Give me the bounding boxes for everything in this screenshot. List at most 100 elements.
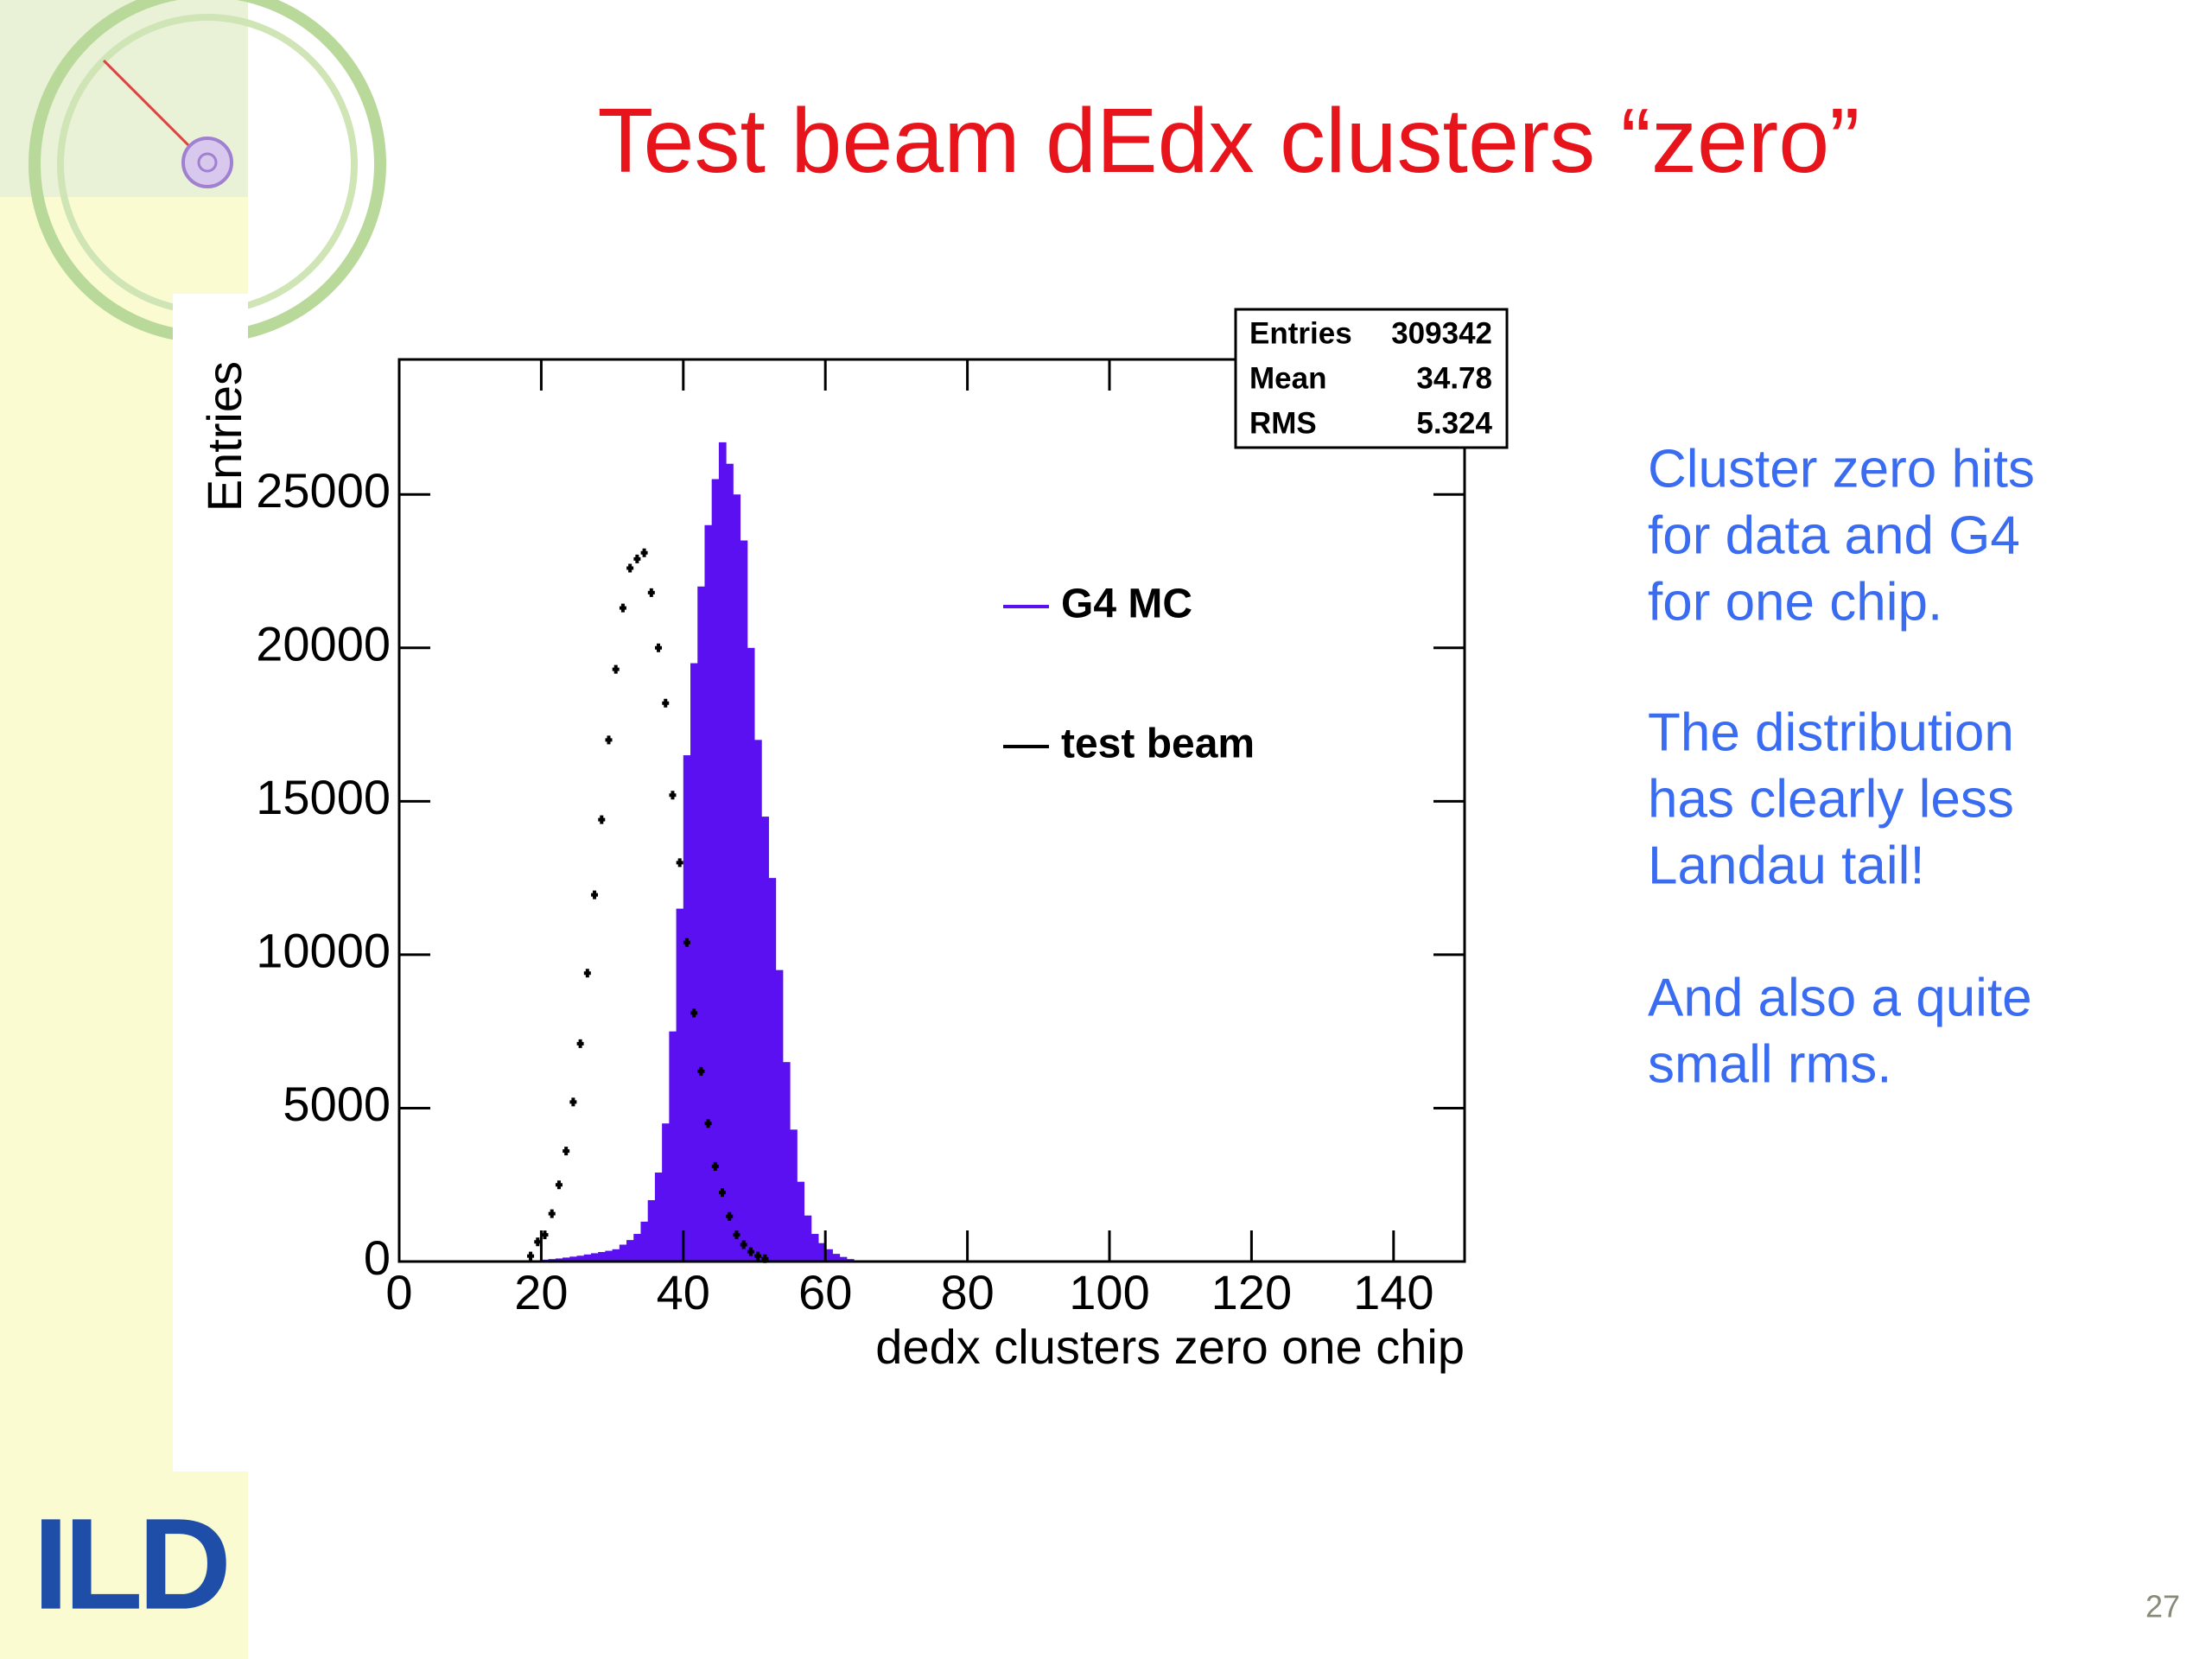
- page-number: 27: [2145, 1589, 2180, 1624]
- data-point: [598, 815, 606, 824]
- decor-line: [102, 59, 196, 153]
- data-point: [647, 588, 655, 597]
- logo: ILD: [33, 1491, 232, 1637]
- histogram-bar: [839, 1256, 848, 1262]
- data-point: [733, 1230, 741, 1240]
- chart-panel: [173, 294, 248, 1471]
- corner-decoration: [0, 0, 386, 343]
- body-text: Cluster zero hits: [1648, 439, 2035, 499]
- histogram-bar: [733, 494, 741, 1262]
- body-text: The distribution: [1648, 702, 2014, 762]
- histogram-bar: [669, 1031, 677, 1262]
- decor-circle: [181, 137, 233, 188]
- histogram-bar: [605, 1250, 613, 1262]
- data-point: [740, 1240, 747, 1249]
- y-tick-label: 10000: [256, 924, 391, 978]
- histogram-bar: [790, 1129, 798, 1262]
- histogram-bar: [662, 1123, 670, 1262]
- data-point: [697, 1066, 705, 1076]
- histogram-bar: [683, 755, 691, 1262]
- data-point: [719, 1188, 727, 1198]
- stats-label: Mean: [1249, 361, 1326, 395]
- stats-value: 5.324: [1416, 406, 1492, 440]
- stats-value: 34.78: [1416, 361, 1492, 395]
- y-axis-title: Entries: [197, 361, 251, 512]
- y-tick-label: 25000: [256, 463, 391, 518]
- decor-circle: [197, 152, 218, 173]
- x-tick-label: 40: [657, 1265, 710, 1319]
- legend-label: G4 MC: [1061, 582, 1192, 627]
- y-tick-label: 5000: [283, 1077, 391, 1131]
- data-point: [662, 698, 670, 708]
- histogram-bar: [718, 442, 727, 1262]
- histogram-bar: [711, 479, 720, 1262]
- body-text: for one chip.: [1648, 572, 1942, 632]
- data-point: [576, 1039, 584, 1048]
- data-point: [655, 643, 663, 652]
- histogram-bar: [810, 1234, 819, 1262]
- data-point: [747, 1247, 754, 1256]
- histogram-bar: [726, 463, 734, 1262]
- data-point: [563, 1147, 570, 1156]
- histogram-bar: [775, 969, 784, 1262]
- data-point: [683, 938, 690, 947]
- data-point: [527, 1251, 535, 1261]
- data-point: [704, 1119, 712, 1128]
- histogram-bar: [697, 586, 705, 1262]
- histogram-bar: [563, 1257, 570, 1262]
- histogram-bar: [832, 1254, 841, 1262]
- data-point: [711, 1161, 719, 1171]
- histogram-bar: [590, 1253, 599, 1262]
- data-point: [605, 735, 613, 745]
- x-axis-title: dedx clusters zero one chip: [875, 1319, 1465, 1374]
- histogram-bar: [569, 1256, 577, 1262]
- y-tick-label: 20000: [256, 617, 391, 671]
- histogram-bar: [797, 1181, 805, 1262]
- data-point: [669, 791, 677, 800]
- legend-label: test beam: [1061, 721, 1255, 767]
- histogram-bar: [747, 647, 755, 1262]
- histogram-bar: [555, 1258, 563, 1262]
- histogram-bar: [619, 1244, 627, 1262]
- histogram-bar: [598, 1251, 606, 1262]
- y-tick-label: 0: [364, 1230, 391, 1285]
- body-text: has clearly less: [1648, 769, 2014, 829]
- data-point: [726, 1211, 734, 1221]
- data-point: [640, 548, 648, 557]
- histogram-bar: [626, 1240, 634, 1262]
- histogram-bar: [690, 663, 698, 1262]
- histogram-bar: [768, 878, 777, 1262]
- histogram-bar: [754, 740, 762, 1262]
- data-point: [676, 858, 683, 868]
- x-tick-label: 80: [940, 1265, 994, 1319]
- x-tick-label: 60: [798, 1265, 852, 1319]
- histogram-bar: [761, 817, 769, 1262]
- y-tick-label: 15000: [256, 770, 391, 824]
- histogram-bar: [583, 1254, 592, 1262]
- x-tick-label: 120: [1211, 1265, 1292, 1319]
- stats-label: RMS: [1249, 406, 1317, 440]
- data-point: [548, 1209, 556, 1218]
- histogram-bar: [612, 1249, 620, 1262]
- x-tick-label: 100: [1069, 1265, 1149, 1319]
- histogram-bar: [704, 524, 713, 1262]
- histogram-bar: [825, 1249, 833, 1262]
- histogram-bar: [817, 1243, 826, 1262]
- data-point: [583, 969, 591, 978]
- data-point: [754, 1251, 762, 1261]
- stats-box: [1234, 308, 1509, 449]
- data-point: [555, 1180, 563, 1190]
- histogram-bar: [654, 1173, 663, 1262]
- x-tick-label: 0: [385, 1265, 412, 1319]
- body-text: Landau tail!: [1648, 836, 1925, 895]
- slide-title: Test beam dEdx clusters “zero”: [598, 90, 1860, 192]
- body-text: small rms.: [1648, 1034, 1891, 1094]
- data-point: [591, 890, 599, 899]
- x-tick-label: 140: [1353, 1265, 1433, 1319]
- data-point: [633, 554, 641, 563]
- body-text: for data and G4: [1648, 505, 2020, 565]
- data-point: [612, 664, 620, 674]
